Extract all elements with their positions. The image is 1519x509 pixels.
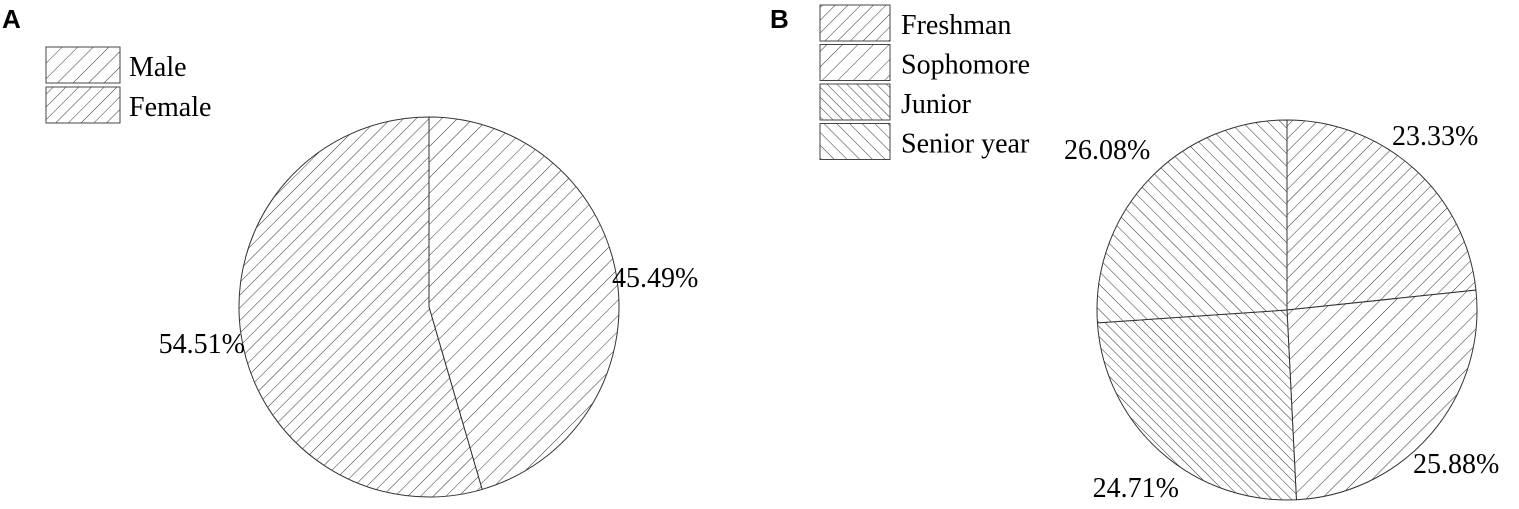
pie-slice-freshman bbox=[1286, 119, 1477, 311]
legend-label-female: Female bbox=[129, 92, 211, 123]
panel-letter-a: A bbox=[2, 4, 21, 34]
slice-label-freshman: 23.33% bbox=[1392, 121, 1478, 152]
pie-slice-senior-year bbox=[1096, 119, 1288, 324]
legend-item-junior: Junior bbox=[819, 83, 972, 121]
legend-label-senior-year: Senior year bbox=[901, 129, 1030, 160]
panel-b: B Freshman Sophomore Junior Senior year 23.… bbox=[770, 4, 1499, 504]
pie-chart-a: 45.49% 54.51% bbox=[159, 116, 698, 498]
legend-label-sophomore: Sophomore bbox=[901, 50, 1030, 81]
legend-b: Freshman Sophomore Junior Senior year bbox=[819, 4, 1030, 160]
legend-item-freshman: Freshman bbox=[819, 4, 1011, 42]
legend-swatch-sophomore bbox=[819, 44, 891, 81]
pie-slice-male bbox=[428, 116, 620, 491]
legend-label-freshman: Freshman bbox=[901, 10, 1011, 41]
slice-label-junior: 24.71% bbox=[1093, 473, 1179, 504]
legend-label-junior: Junior bbox=[901, 89, 972, 120]
legend-a: Male Female bbox=[45, 46, 211, 124]
slice-label-male: 45.49% bbox=[612, 263, 698, 294]
legend-item-male: Male bbox=[45, 46, 187, 84]
slice-label-senior-year: 26.08% bbox=[1064, 135, 1150, 166]
slice-label-sophomore: 25.88% bbox=[1413, 449, 1499, 480]
legend-swatch-male bbox=[45, 46, 121, 84]
panel-letter-b: B bbox=[770, 4, 789, 34]
legend-swatch-freshman bbox=[819, 4, 891, 42]
legend-item-senior-year: Senior year bbox=[819, 123, 1030, 160]
pie-slice-junior bbox=[1096, 309, 1297, 501]
legend-swatch-junior bbox=[819, 83, 891, 121]
legend-item-female: Female bbox=[45, 86, 211, 124]
pie-chart-b: 23.33% 25.88% 24.71% 26.08% bbox=[1064, 119, 1499, 504]
legend-item-sophomore: Sophomore bbox=[819, 44, 1030, 81]
slice-label-female: 54.51% bbox=[159, 329, 245, 360]
panel-a: A Male Female 45.49% 54.51% bbox=[2, 4, 698, 498]
legend-swatch-senior-year bbox=[819, 123, 891, 160]
legend-swatch-female bbox=[45, 86, 121, 124]
pie-slice-sophomore bbox=[1286, 289, 1478, 501]
pie-slice-female bbox=[238, 116, 483, 498]
legend-label-male: Male bbox=[129, 52, 187, 83]
